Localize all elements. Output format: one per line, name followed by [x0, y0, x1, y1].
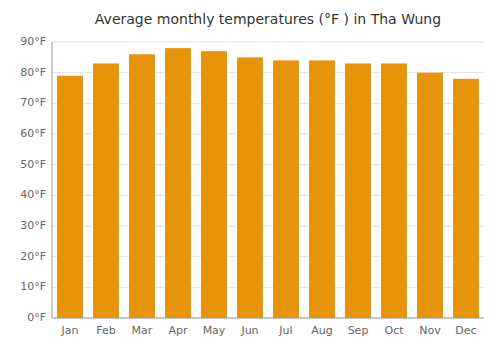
- x-tick-label: May: [203, 324, 226, 337]
- x-tick-label: Aug: [311, 324, 332, 337]
- y-tick-label: 50°F: [20, 158, 46, 171]
- bar: [201, 51, 227, 318]
- bar: [93, 63, 119, 318]
- bar: [129, 54, 155, 318]
- bar: [417, 73, 443, 318]
- bar: [345, 63, 371, 318]
- y-tick-label: 80°F: [20, 66, 46, 79]
- bar: [165, 48, 191, 318]
- chart-svg: 0°F 10°F 20°F 30°F 40°F 50°F 60°F 70°F 80°F 90°F J…: [0, 0, 500, 350]
- x-axis-line: [52, 318, 484, 319]
- y-tick-label: 40°F: [20, 188, 46, 201]
- grid: [52, 42, 484, 318]
- y-tick-label: 10°F: [20, 280, 46, 293]
- y-axis: 0°F 10°F 20°F 30°F 40°F 50°F 60°F 70°F 80°F 90°F: [20, 35, 46, 324]
- y-tick-label: 60°F: [20, 127, 46, 140]
- x-tick-label: Apr: [168, 324, 188, 337]
- bar: [453, 79, 479, 318]
- bar: [381, 63, 407, 318]
- chart-title: Average monthly temperatures (°F ) in Th…: [95, 11, 441, 27]
- y-tick-label: 90°F: [20, 35, 46, 48]
- x-tick-label: Sep: [348, 324, 369, 337]
- x-tick-label: Jan: [61, 324, 79, 337]
- x-tick-label: Jul: [278, 324, 292, 337]
- y-axis-line: [52, 42, 53, 318]
- bar: [273, 60, 299, 318]
- grid-line: [52, 318, 484, 319]
- bars: [57, 48, 479, 318]
- y-tick-label: 20°F: [20, 250, 46, 263]
- y-tick-label: 70°F: [20, 96, 46, 109]
- bar: [57, 76, 83, 318]
- x-tick-label: Nov: [419, 324, 441, 337]
- x-tick-label: Jun: [240, 324, 258, 337]
- bar: [237, 57, 263, 318]
- chart-root: 0°F 10°F 20°F 30°F 40°F 50°F 60°F 70°F 80°F 90°F J…: [0, 0, 500, 350]
- x-tick-label: Mar: [132, 324, 153, 337]
- y-tick-label: 30°F: [20, 219, 46, 232]
- bar: [309, 60, 335, 318]
- x-tick-label: Feb: [96, 324, 115, 337]
- y-tick-label: 0°F: [27, 311, 46, 324]
- x-tick-label: Oct: [384, 324, 404, 337]
- x-axis: Jan Feb Mar Apr May Jun Jul Aug Sep Oct Nov Dec: [61, 324, 477, 337]
- x-tick-label: Dec: [455, 324, 476, 337]
- grid-line: [52, 42, 484, 43]
